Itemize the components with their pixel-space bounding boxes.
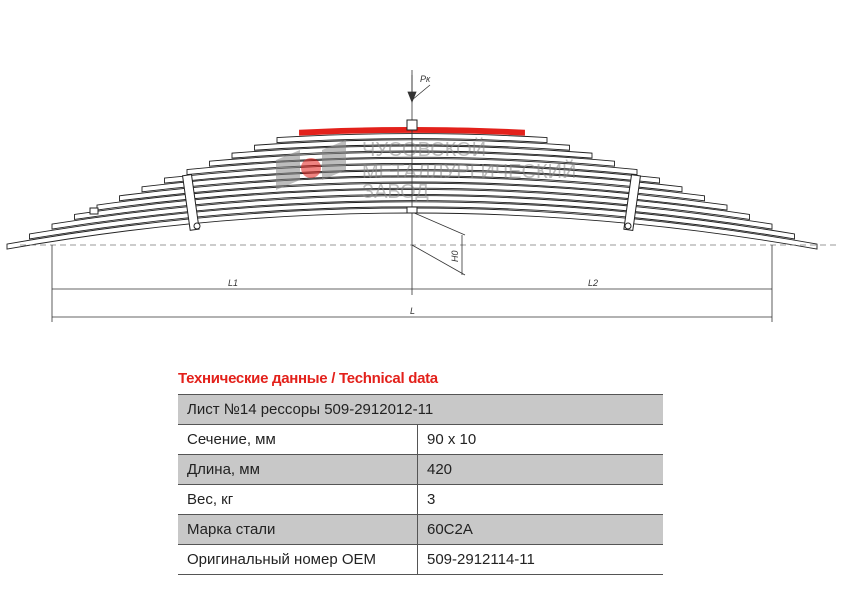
specs-table: Лист №14 рессоры 509-2912012-11 Сечение,…: [178, 394, 663, 575]
row-label: Сечение, мм: [178, 424, 418, 455]
table-row: Марка стали 60С2А: [178, 514, 663, 545]
row-value: 90 x 10: [417, 424, 663, 455]
spring-leaf: [29, 201, 795, 240]
dimension-lines: [20, 70, 840, 322]
table-row: Длина, мм 420: [178, 454, 663, 485]
row-label: Вес, кг: [178, 484, 418, 515]
spring-leaf: [51, 195, 773, 230]
table-header-row: Лист №14 рессоры 509-2912012-11: [178, 394, 663, 425]
spring-leaf: [96, 182, 728, 211]
watermark-line-3: ЗАВОД: [362, 181, 429, 203]
clamps: [89, 119, 641, 231]
l2-label: L2: [588, 278, 598, 288]
watermark-line-1: ЧУСОВСКОЙ: [362, 137, 486, 161]
row-value: 60С2А: [417, 514, 663, 545]
table-row: Сечение, мм 90 x 10: [178, 424, 663, 455]
spring-leaf: [6, 207, 818, 250]
leaf-spring-drawing: ЧУСОВСКОЙ МЕТАЛЛУРГИЧЕСКИЙ ЗАВОД Pк H0 L…: [6, 70, 840, 322]
row-label: Длина, мм: [178, 454, 418, 485]
part-name: Лист №14 рессоры 509-2912012-11: [178, 394, 663, 425]
row-label: Марка стали: [178, 514, 418, 545]
spring-leaf: [119, 176, 705, 202]
row-label: Оригинальный номер OEM: [178, 544, 418, 575]
table-row: Оригинальный номер OEM 509-2912114-11: [178, 544, 663, 575]
load-label: Pк: [420, 74, 431, 84]
table-row: Вес, кг 3: [178, 484, 663, 515]
row-value: 509-2912114-11: [417, 544, 663, 575]
watermark-logo: ЧУСОВСКОЙ МЕТАЛЛУРГИЧЕСКИЙ ЗАВОД: [276, 137, 576, 203]
l1-label: L1: [228, 278, 238, 288]
row-value: 420: [417, 454, 663, 485]
height-label: H0: [450, 250, 460, 262]
specs-title: Технические данные / Technical data: [178, 370, 438, 387]
row-value: 3: [417, 484, 663, 515]
spring-leaf: [74, 188, 750, 220]
l-label: L: [410, 306, 415, 316]
watermark-line-2: МЕТАЛЛУРГИЧЕСКИЙ: [362, 159, 576, 183]
